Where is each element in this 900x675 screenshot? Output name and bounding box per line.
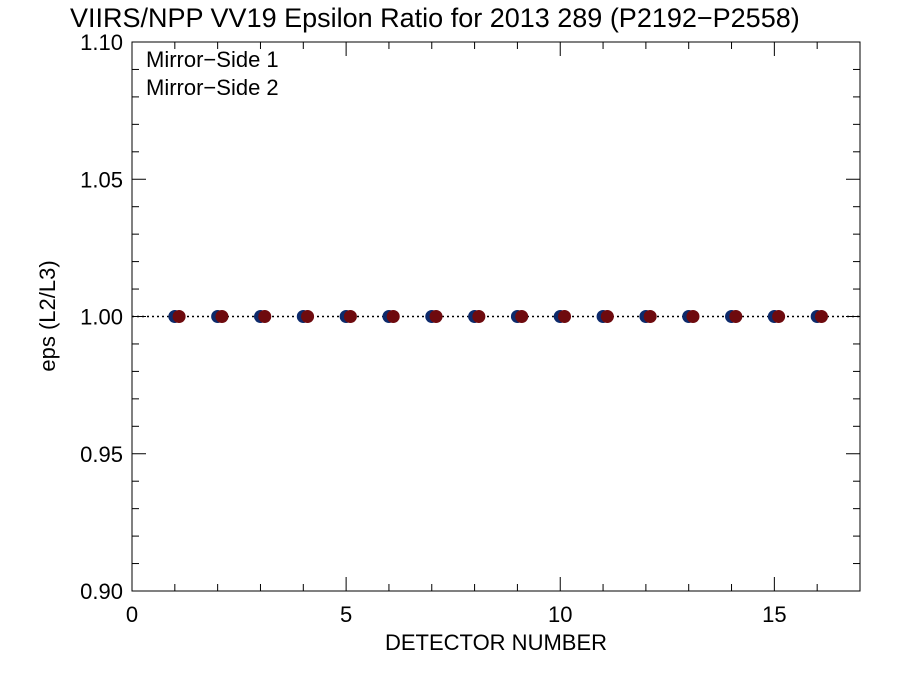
data-point-series-2 <box>215 310 229 323</box>
data-point-series-2 <box>814 310 828 323</box>
data-point-series-2 <box>772 310 786 323</box>
x-tick-label: 15 <box>762 602 786 627</box>
y-tick-label: 1.00 <box>80 305 123 330</box>
plot-frame <box>131 41 861 592</box>
data-point-series-2 <box>729 310 743 323</box>
data-point-series-2 <box>386 310 400 323</box>
data-point-series-2 <box>343 310 357 323</box>
data-point-series-2 <box>643 310 657 323</box>
y-tick-label: 1.10 <box>80 30 123 55</box>
y-tick-label: 1.05 <box>80 167 123 192</box>
data-point-series-2 <box>686 310 700 323</box>
x-tick-label: 0 <box>126 602 138 627</box>
x-axis-label: DETECTOR NUMBER <box>385 630 607 655</box>
data-point-series-2 <box>558 310 572 323</box>
chart-title: VIIRS/NPP VV19 Epsilon Ratio for 2013 28… <box>70 3 800 33</box>
legend-entry: Mirror−Side 2 <box>146 75 279 100</box>
data-point-series-2 <box>472 310 486 323</box>
data-point-series-2 <box>600 310 614 323</box>
data-point-series-2 <box>301 310 315 323</box>
y-tick-label: 0.90 <box>80 579 123 604</box>
y-tick-label: 0.95 <box>80 442 123 467</box>
x-tick-label: 5 <box>340 602 352 627</box>
data-point-series-2 <box>172 310 186 323</box>
data-point-series-2 <box>429 310 443 323</box>
data-point-series-2 <box>515 310 529 323</box>
x-tick-label: 10 <box>548 602 572 627</box>
legend-entry: Mirror−Side 1 <box>146 47 279 72</box>
y-axis-label: eps (L2/L3) <box>35 260 60 371</box>
data-point-series-2 <box>258 310 272 323</box>
